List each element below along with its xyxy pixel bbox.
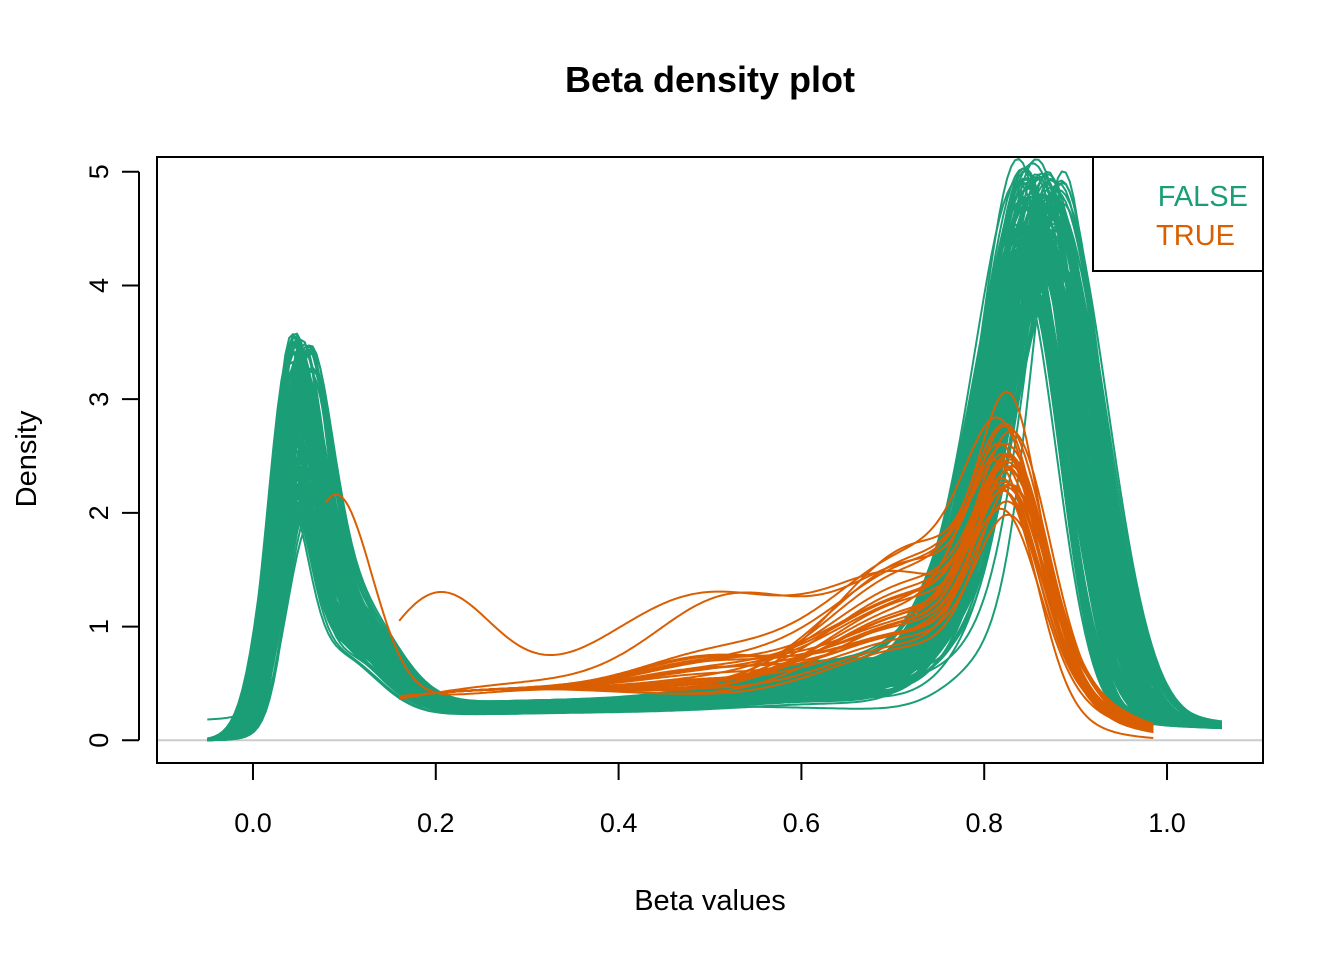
y-tick-label: 1: [84, 619, 114, 634]
x-tick-label: 0.6: [783, 808, 821, 838]
y-tick-label: 3: [84, 392, 114, 407]
true-density-curve: [399, 468, 1154, 733]
x-tick-label: 0.4: [600, 808, 638, 838]
legend-entry-true: TRUE: [1156, 220, 1235, 252]
x-tick-label: 1.0: [1148, 808, 1186, 838]
true-density-curve: [399, 424, 1154, 733]
x-tick-label: 0.8: [965, 808, 1003, 838]
y-axis-label: Density: [11, 410, 43, 507]
x-tick-label: 0.0: [234, 808, 272, 838]
false-density-curve: [207, 218, 1222, 741]
y-tick-label: 0: [84, 733, 114, 748]
true-density-curve: [325, 390, 1154, 731]
series-true-curves: [325, 390, 1154, 739]
plot-area: [157, 157, 1263, 742]
y-tick-label: 2: [84, 505, 114, 520]
x-axis: 0.0 0.2 0.4 0.6 0.8 1.0: [234, 762, 1186, 838]
false-density-curve: [207, 170, 1222, 726]
y-axis: 0 1 2 3 4 5: [84, 164, 140, 748]
chart-title: Beta density plot: [565, 59, 855, 100]
x-axis-label: Beta values: [634, 885, 786, 917]
x-tick-label: 0.2: [417, 808, 455, 838]
false-density-curve: [207, 202, 1222, 742]
y-tick-label: 4: [84, 278, 114, 293]
legend-box: [1092, 156, 1264, 272]
y-tick-label: 5: [84, 164, 114, 179]
legend: FALSE TRUE: [1092, 156, 1264, 272]
plot-frame: [156, 156, 1264, 764]
true-density-curve: [399, 483, 1154, 734]
legend-entry-false: FALSE: [1158, 181, 1248, 213]
